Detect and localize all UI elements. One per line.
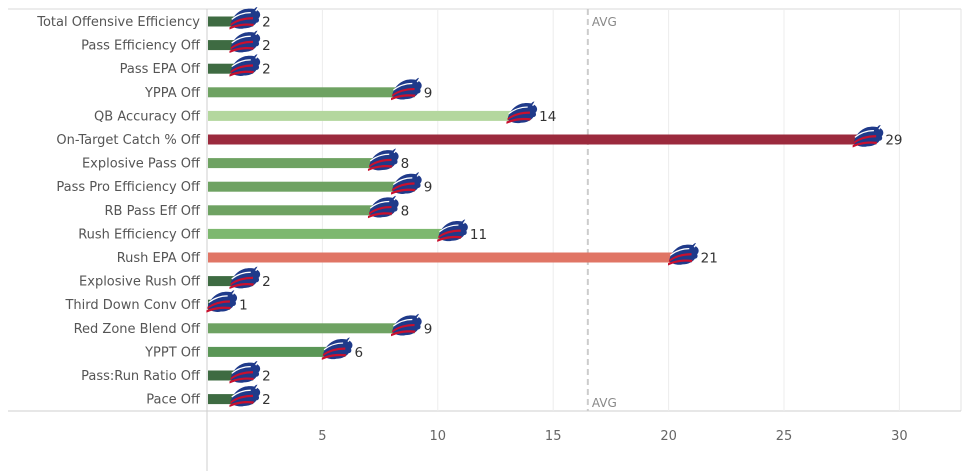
bar [208, 323, 415, 334]
value-label: 11 [470, 227, 487, 243]
value-label: 8 [401, 203, 410, 219]
x-tick-label: 30 [891, 429, 908, 444]
avg-label-bottom: AVG [592, 396, 617, 410]
value-label: 2 [262, 392, 271, 408]
category-label: Pass Pro Efficiency Off [56, 180, 201, 195]
bills-logo-icon [228, 6, 261, 31]
value-label: 9 [424, 180, 433, 196]
bar [208, 205, 392, 216]
bills-logo-icon [852, 124, 884, 149]
avg-label-top: AVG [592, 15, 617, 29]
bar [208, 87, 415, 98]
bar [208, 16, 254, 27]
bills-logo-icon [390, 171, 423, 196]
bar [208, 276, 254, 287]
category-label: Pass:Run Ratio Off [81, 369, 201, 384]
x-tick-label: 25 [776, 429, 793, 444]
value-label: 6 [354, 345, 363, 361]
bills-logo-icon [228, 53, 261, 78]
category-label: YPPT Off [144, 345, 201, 360]
category-label: Red Zone Blend Off [74, 322, 201, 337]
category-label: Rush EPA Off [117, 251, 201, 266]
category-label: Rush Efficiency Off [78, 227, 201, 242]
value-label: 2 [262, 62, 271, 78]
category-label: Pass Efficiency Off [81, 39, 201, 54]
bills-logo-icon [228, 29, 261, 54]
x-tick-label: 10 [430, 429, 447, 444]
value-label: 2 [262, 274, 271, 290]
category-label: YPPA Off [144, 86, 201, 101]
category-label: Explosive Rush Off [79, 275, 201, 290]
bills-logo-icon [228, 383, 261, 408]
bar [208, 134, 877, 145]
bar [208, 63, 254, 74]
category-label: QB Accuracy Off [94, 109, 201, 124]
value-label: 2 [262, 369, 271, 385]
bills-logo-icon [390, 76, 423, 101]
bills-logo-icon [436, 218, 469, 243]
bills-logo-icon [367, 147, 400, 172]
value-label: 8 [401, 156, 410, 172]
bills-logo-icon [228, 360, 261, 385]
bar [208, 370, 254, 381]
bar [208, 40, 254, 51]
bills-logo-icon [390, 312, 423, 337]
value-label: 2 [262, 15, 271, 31]
bar [208, 346, 346, 357]
category-label: On-Target Catch % Off [56, 133, 201, 148]
value-label: 9 [424, 85, 433, 101]
value-label: 21 [701, 251, 718, 267]
value-label: 9 [424, 321, 433, 337]
value-label: 14 [539, 109, 556, 125]
bar [208, 158, 392, 169]
bills-logo-icon [367, 194, 400, 219]
bills-logo-icon [205, 289, 238, 314]
x-tick-label: 20 [660, 429, 677, 444]
bar [208, 110, 531, 121]
bar [208, 252, 692, 263]
x-tick-label: 5 [318, 429, 326, 444]
value-label: 1 [239, 298, 248, 314]
category-label: Pace Off [146, 393, 201, 408]
value-label: 29 [885, 133, 902, 149]
bills-logo-icon [321, 336, 354, 361]
x-tick-label: 15 [545, 429, 562, 444]
bar [208, 228, 461, 239]
bills-logo-icon [505, 100, 538, 125]
category-label: RB Pass Eff Off [105, 204, 202, 219]
bills-logo-icon [667, 242, 700, 267]
category-label: Total Offensive Efficiency [36, 15, 200, 30]
bills-logo-icon [228, 265, 261, 290]
category-label: Third Down Conv Off [64, 298, 201, 313]
value-label: 2 [262, 38, 271, 54]
category-label: Pass EPA Off [120, 62, 201, 77]
bar [208, 394, 254, 405]
category-label: Explosive Pass Off [82, 157, 201, 172]
bar [208, 181, 415, 192]
